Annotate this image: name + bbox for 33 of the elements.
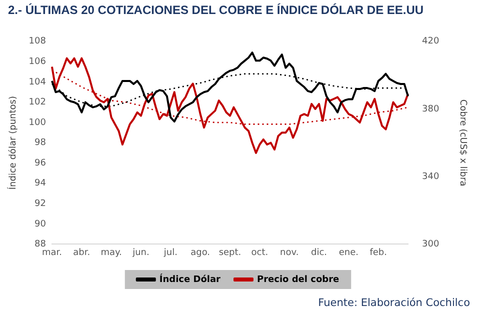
x-tick-label: abr. <box>73 248 90 258</box>
y2-axis-title: Cobre (cUS$ x libra <box>457 99 468 186</box>
x-tick-label: ago. <box>190 248 210 258</box>
x-tick-label: dic. <box>310 248 328 258</box>
x-tick-label: ene. <box>338 248 358 258</box>
chart-title: 2.- ÚLTIMAS 20 COTIZACIONES DEL COBRE E ÍNDICE DÓLAR DE EE.UU <box>8 3 424 17</box>
y-tick-label: 90 <box>34 219 46 230</box>
x-tick-label: jul. <box>162 248 178 258</box>
x-tick-label: jun. <box>132 248 150 258</box>
y-tick-label: 94 <box>34 178 46 189</box>
x-tick-label: sept. <box>218 248 242 258</box>
y-tick-label: 96 <box>34 158 46 168</box>
y-axis-title: Índice dólar (puntos) <box>6 96 19 190</box>
y-tick-label: 92 <box>34 198 46 209</box>
legend-label: Índice Dólar <box>159 272 222 285</box>
source-note: Fuente: Elaboración Cochilco <box>318 297 470 309</box>
legend-label: Precio del cobre <box>256 274 340 285</box>
y2-tick-label: 340 <box>422 172 440 182</box>
y-tick-label: 104 <box>28 77 46 88</box>
y-tick-label: 88 <box>34 240 46 250</box>
x-tick-label: oct. <box>251 248 268 258</box>
x-tick-label: feb. <box>370 248 387 258</box>
x-tick-label: may. <box>100 248 122 258</box>
y2-tick-label: 300 <box>422 240 440 250</box>
y-tick-label: 108 <box>28 36 46 47</box>
x-tick-label: nov. <box>280 248 299 258</box>
y-tick-label: 102 <box>28 98 46 108</box>
y-tick-label: 98 <box>34 138 46 148</box>
y2-tick-label: 380 <box>422 104 440 114</box>
y-tick-label: 106 <box>28 57 46 68</box>
x-tick-label: mar. <box>42 248 62 258</box>
y2-tick-label: 420 <box>422 36 440 47</box>
y-tick-label: 100 <box>28 118 46 128</box>
